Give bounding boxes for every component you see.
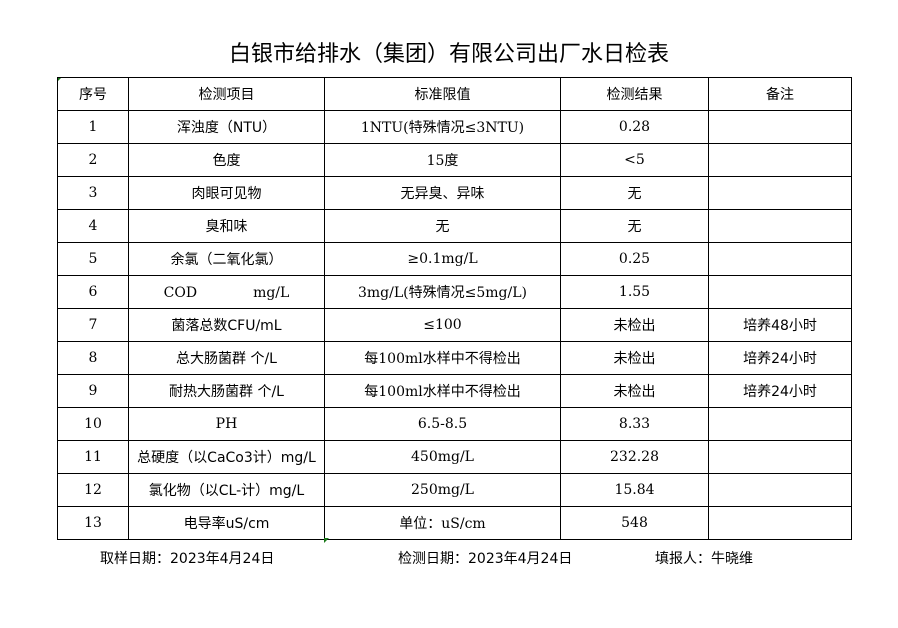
cell-result: 15.84 — [560, 473, 709, 507]
cell-note — [708, 473, 852, 507]
cell-standard: 3mg/L(特殊情况≤5mg/L) — [324, 275, 561, 309]
cell-standard: 无异臭、异味 — [324, 176, 561, 210]
sample-date: 取样日期：2023年4月24日 — [100, 551, 275, 567]
cell-note — [708, 176, 852, 210]
cell-item: 浑浊度（NTU） — [128, 110, 325, 144]
table-row: 5 余氯（二氧化氯） ≥0.1mg/L 0.25 — [57, 242, 852, 276]
cell-item: 氯化物（以CL-计）mg/L — [128, 473, 325, 507]
cell-standard: 单位：uS/cm — [324, 506, 561, 540]
table-row: 8 总大肠菌群 个/L 每100ml水样中不得检出 未检出 培养24小时 — [57, 341, 852, 375]
cell-standard: 450mg/L — [324, 440, 561, 474]
cell-index: 5 — [57, 242, 129, 276]
table-row: 4 臭和味无无 — [57, 209, 852, 243]
cell-standard: ≥0.1mg/L — [324, 242, 561, 276]
cell-standard: 每100ml水样中不得检出 — [324, 374, 561, 408]
table-row: 6 COD mg/L 3mg/L(特殊情况≤5mg/L) 1.55 — [57, 275, 852, 309]
header-item: 检测项目 — [128, 77, 325, 111]
cell-note — [708, 275, 852, 309]
cell-standard: 1NTU(特殊情况≤3NTU) — [324, 110, 561, 144]
cell-index: 10 — [57, 407, 129, 441]
cell-marker — [324, 538, 329, 543]
cell-item: COD mg/L — [128, 275, 325, 309]
cell-index: 6 — [57, 275, 129, 309]
cell-note: 培养24小时 — [708, 374, 852, 408]
header-standard: 标准限值 — [324, 77, 561, 111]
cell-standard: 无 — [324, 209, 561, 243]
cell-result: 0.28 — [560, 110, 709, 144]
cell-result: <5 — [560, 143, 709, 177]
cell-note: 培养24小时 — [708, 341, 852, 375]
cell-note — [708, 407, 852, 441]
cell-standard: 15度 — [324, 143, 561, 177]
cell-result: 未检出 — [560, 374, 709, 408]
cell-index: 12 — [57, 473, 129, 507]
cell-item: 总硬度（以CaCo3计）mg/L — [128, 440, 325, 474]
cell-result: 无 — [560, 176, 709, 210]
cell-item: 余氯（二氧化氯） — [128, 242, 325, 276]
reporter: 填报人：牛晓维 — [655, 551, 753, 567]
cell-standard: ≤100 — [324, 308, 561, 342]
cell-index: 8 — [57, 341, 129, 375]
table-row: 7 菌落总数CFU/mL ≤100 未检出 培养48小时 — [57, 308, 852, 342]
cell-note — [708, 242, 852, 276]
table-row: 1 浑浊度（NTU） 1NTU(特殊情况≤3NTU) 0.28 — [57, 110, 852, 144]
cell-standard: 6.5-8.5 — [324, 407, 561, 441]
cell-note — [708, 506, 852, 540]
table-row: 10 PH 6.5-8.5 8.33 — [57, 407, 852, 441]
cell-result: 548 — [560, 506, 709, 540]
table-row: 12 氯化物（以CL-计）mg/L 250mg/L 15.84 — [57, 473, 852, 507]
cell-result: 232.28 — [560, 440, 709, 474]
table-row: 3 肉眼可见物 无异臭、异味无 — [57, 176, 852, 210]
cell-note — [708, 110, 852, 144]
cell-item: PH — [128, 407, 325, 441]
cell-item: 电导率uS/cm — [128, 506, 325, 540]
cell-result: 无 — [560, 209, 709, 243]
cell-standard: 250mg/L — [324, 473, 561, 507]
inspection-table: 序号 检测项目 标准限值 检测结果 备注 1 浑浊度（NTU） 1NTU(特殊情况≤3NTU… — [57, 77, 852, 540]
cell-index: 7 — [57, 308, 129, 342]
cell-item: 色度 — [128, 143, 325, 177]
table-row: 13 电导率uS/cm 单位：uS/cm 548 — [57, 506, 852, 540]
table-header: 序号 检测项目 标准限值 检测结果 备注 — [57, 77, 852, 111]
cell-result: 未检出 — [560, 308, 709, 342]
table-row: 2 色度 15度 <5 — [57, 143, 852, 177]
cell-note — [708, 440, 852, 474]
cell-index: 9 — [57, 374, 129, 408]
cell-index: 1 — [57, 110, 129, 144]
cell-index: 4 — [57, 209, 129, 243]
cell-item: 肉眼可见物 — [128, 176, 325, 210]
cell-result: 0.25 — [560, 242, 709, 276]
cell-note — [708, 143, 852, 177]
cell-standard: 每100ml水样中不得检出 — [324, 341, 561, 375]
cell-note — [708, 209, 852, 243]
page-title: 白银市给排水（集团）有限公司出厂水日检表 — [228, 42, 669, 67]
cell-item: 总大肠菌群 个/L — [128, 341, 325, 375]
cell-result: 1.55 — [560, 275, 709, 309]
test-date: 检测日期：2023年4月24日 — [398, 551, 573, 567]
cell-note: 培养48小时 — [708, 308, 852, 342]
cell-item: 菌落总数CFU/mL — [128, 308, 325, 342]
cell-result: 未检出 — [560, 341, 709, 375]
cell-item: 耐热大肠菌群 个/L — [128, 374, 325, 408]
header-note: 备注 — [708, 77, 852, 111]
cell-index: 3 — [57, 176, 129, 210]
cell-index: 13 — [57, 506, 129, 540]
cell-index: 2 — [57, 143, 129, 177]
table-row: 9 耐热大肠菌群 个/L 每100ml水样中不得检出 未检出 培养24小时 — [57, 374, 852, 408]
header-index: 序号 — [57, 77, 129, 111]
cell-index: 11 — [57, 440, 129, 474]
table-row: 11 总硬度（以CaCo3计）mg/L 450mg/L 232.28 — [57, 440, 852, 474]
cell-item: 臭和味 — [128, 209, 325, 243]
cell-result: 8.33 — [560, 407, 709, 441]
header-result: 检测结果 — [560, 77, 709, 111]
